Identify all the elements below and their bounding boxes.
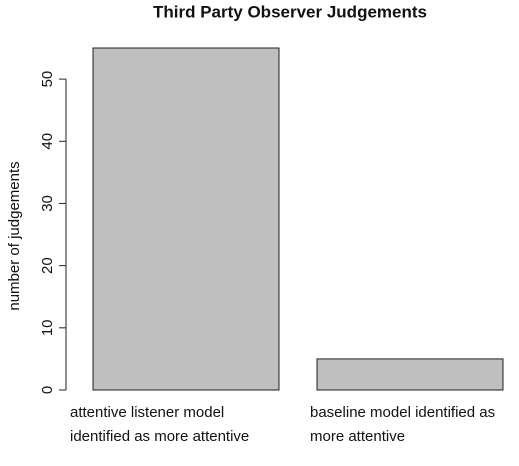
y-tick-label: 10 [39, 319, 56, 336]
bar [316, 358, 504, 391]
y-axis-label: number of judgements [6, 161, 23, 310]
bar [92, 47, 280, 391]
y-tick-label: 20 [39, 257, 56, 274]
x-tick-label: baseline model identified as more attent… [310, 404, 496, 445]
chart-title: Third Party Observer Judgements [153, 2, 427, 21]
y-tick-label: 40 [39, 133, 56, 150]
x-tick-label: attentive listener model identified as m… [70, 404, 250, 445]
y-tick-label: 0 [39, 386, 56, 394]
y-tick-label: 30 [39, 195, 56, 212]
y-tick-label: 50 [39, 71, 56, 88]
